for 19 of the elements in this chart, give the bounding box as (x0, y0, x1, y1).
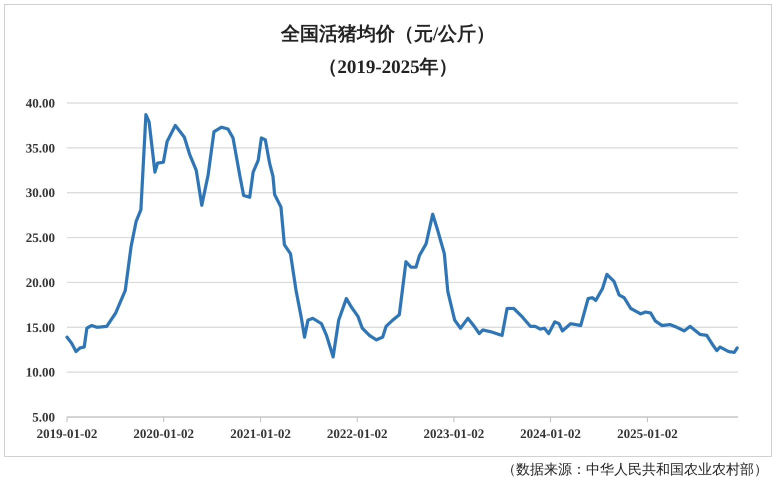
y-tick-label: 15.00 (26, 320, 55, 335)
x-tick-label: 2024-01-02 (520, 426, 581, 441)
chart-subtitle: （2019-2025年） (318, 57, 458, 78)
line-series (65, 113, 739, 358)
y-tick-label: 35.00 (26, 140, 55, 156)
y-tick-label: 10.00 (26, 364, 55, 380)
x-tick-label: 2022-01-02 (326, 426, 388, 441)
x-tick-label: 2020-01-02 (133, 426, 194, 441)
x-tick-label: 2021-01-02 (230, 426, 291, 441)
y-tick-label: 25.00 (26, 230, 55, 246)
x-tick-label: 2023-01-02 (424, 426, 484, 441)
y-tick-label: 30.00 (26, 185, 55, 200)
y-tick-label: 5.00 (32, 410, 55, 424)
y-tick-label: 20.00 (26, 274, 55, 290)
x-tick-label: 2019-01-02 (36, 426, 98, 441)
text: （数据来源：中华人民共和国农业农村部） (502, 462, 768, 478)
y-tick-label: 40.00 (26, 96, 55, 110)
x-tick-label: 2025-01-02 (617, 426, 678, 441)
chart-title: 全国活猪均价（元/公斤） (280, 23, 496, 45)
